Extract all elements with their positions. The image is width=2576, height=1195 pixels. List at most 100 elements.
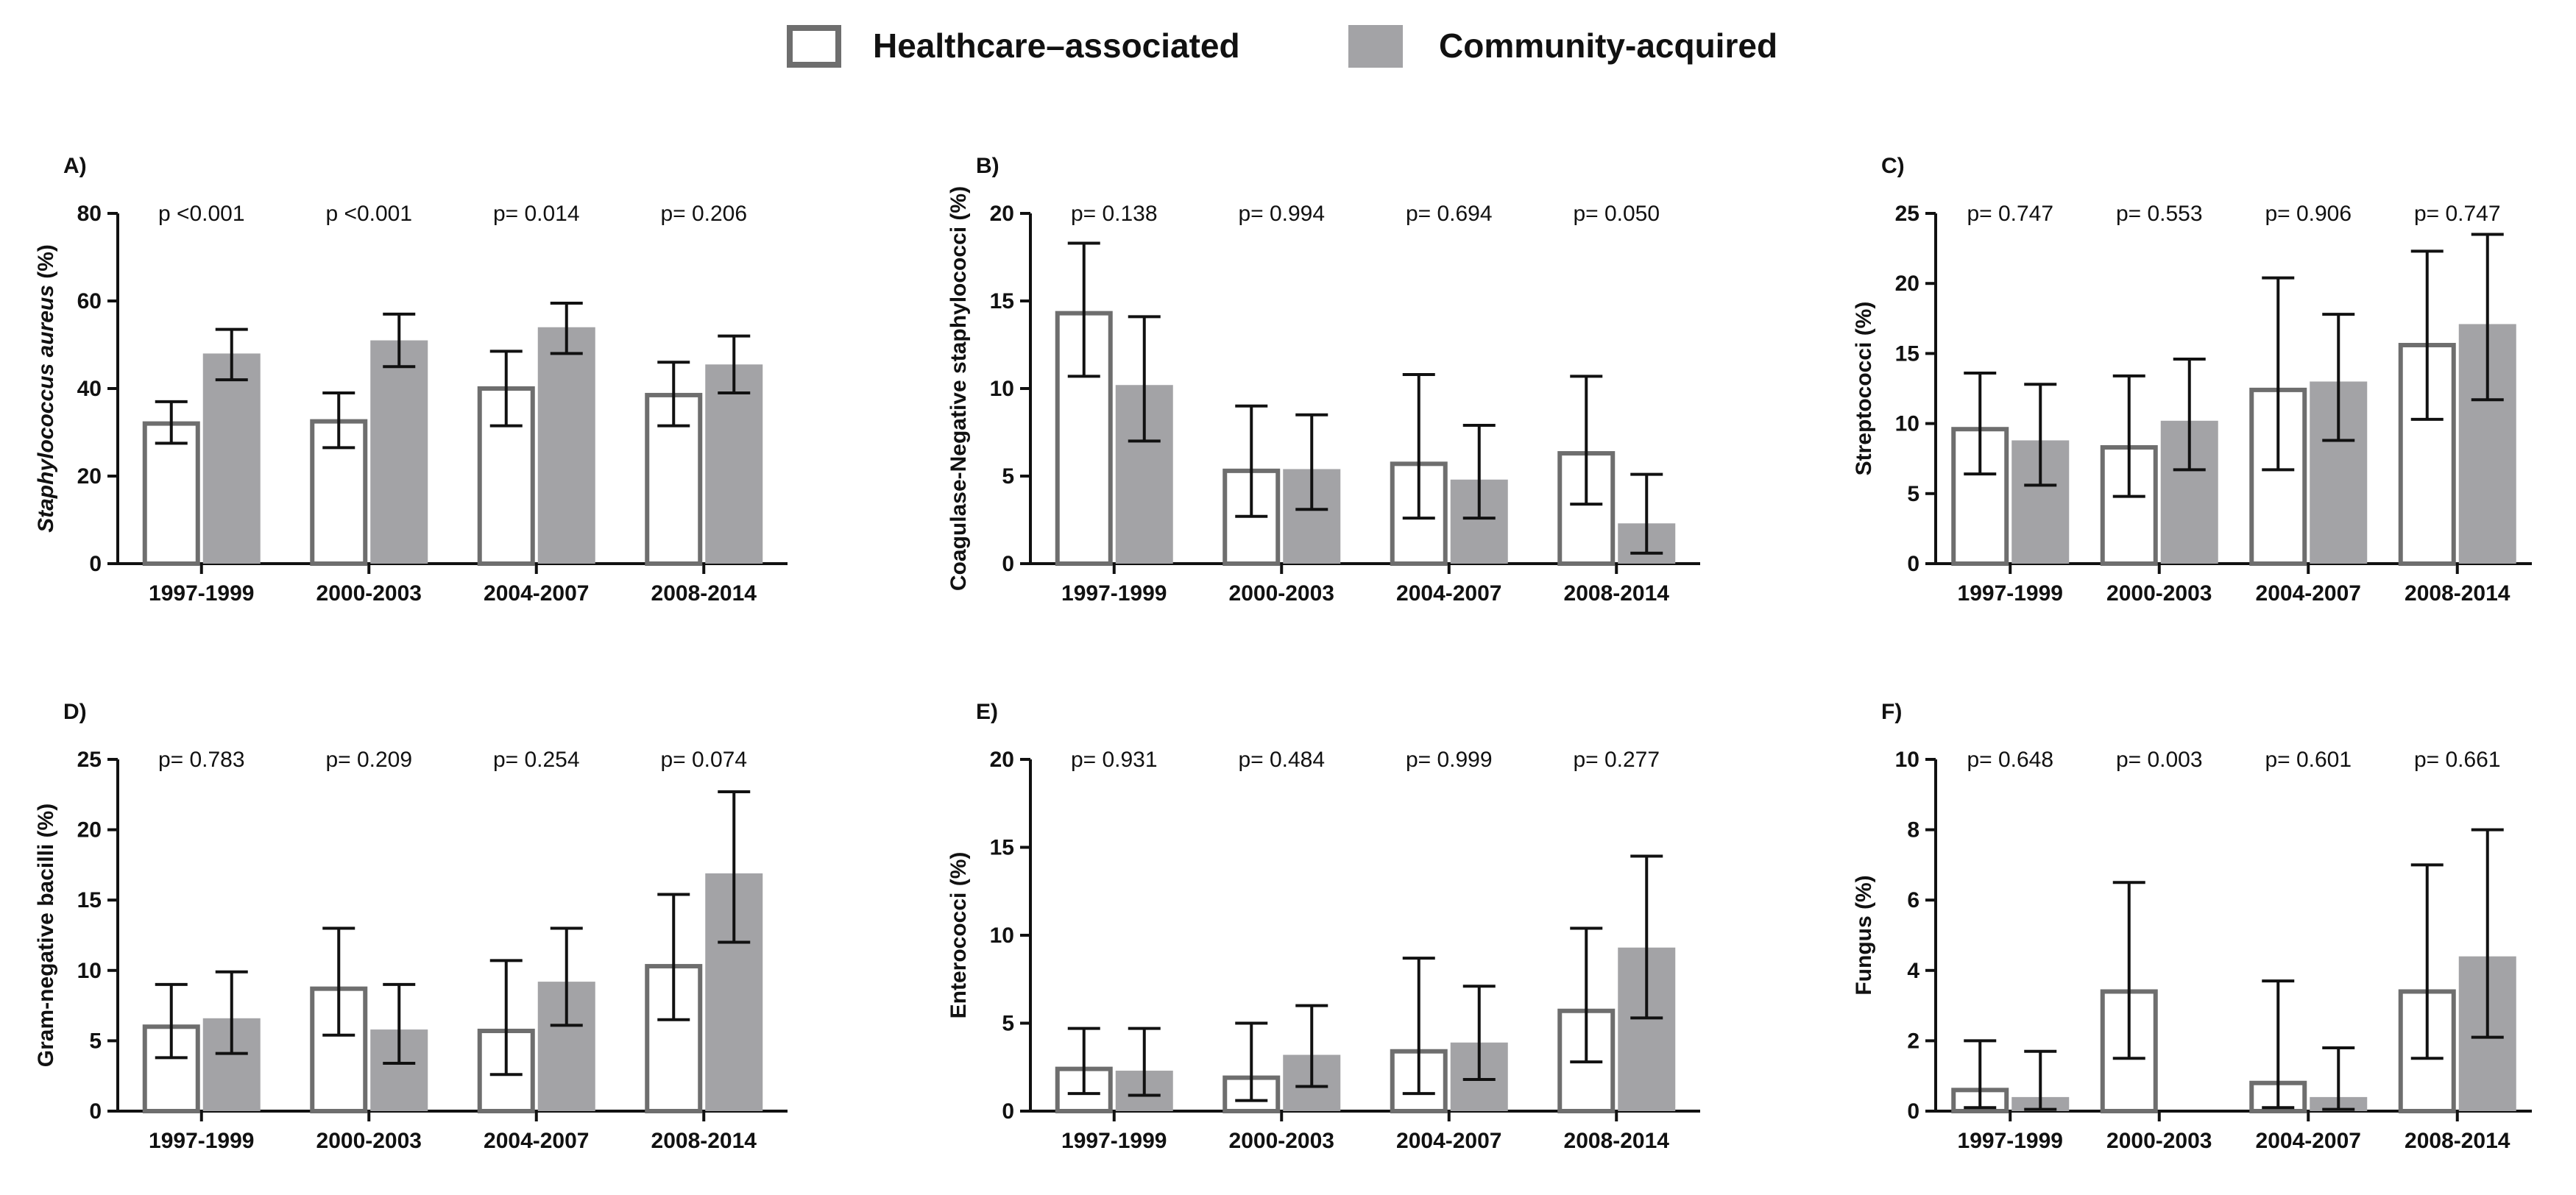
x-tick-label: 2008-2014 [1564,581,1670,606]
x-tick-label: 2008-2014 [651,581,757,606]
x-tick-label: 2000-2003 [2106,1129,2212,1153]
y-tick-label: 0 [1002,552,1014,576]
x-tick-label: 2008-2014 [1564,1129,1670,1153]
p-value-label: p <0.001 [325,202,412,226]
x-tick-label: 2000-2003 [1229,581,1334,606]
x-tick-label: 2004-2007 [484,581,589,606]
y-tick-label: 10 [1895,412,1919,436]
y-tick-label: 5 [1907,482,1919,506]
y-axis-label-unit: (%) [34,244,58,285]
p-value-label: p= 0.074 [660,748,747,772]
y-tick-label: 10 [990,377,1014,401]
p-value-label: p= 0.783 [158,748,245,772]
y-tick-label: 4 [1907,959,1919,983]
y-axis-label: Gram-negative bacilli (%) [34,804,58,1067]
chart-panel-4: D) Gram-negative bacilli (%) 0 5 10 15 20 25 199… [34,700,788,1153]
p-value-label: p= 0.254 [493,748,580,772]
p-value-label: p= 0.553 [2116,202,2203,226]
x-tick-label: 2000-2003 [316,1129,422,1153]
x-tick-label: 2004-2007 [2256,1129,2361,1153]
y-axis-label: Streptococci (%) [1852,302,1876,476]
y-tick-label: 40 [77,377,102,401]
y-tick-label: 2 [1907,1029,1919,1053]
y-axis-label: Fungus (%) [1852,875,1876,995]
p-value-label: p <0.001 [158,202,245,226]
y-tick-label: 10 [77,959,102,983]
bar-healthcare [1222,1075,1281,1113]
x-tick-label: 1997-1999 [1061,1129,1167,1153]
p-value-label: p= 0.648 [1967,748,2053,772]
legend-label-healthcare: Healthcare–associated [873,26,1240,65]
p-value-label: p= 0.277 [1573,748,1660,772]
p-value-label: p= 0.014 [493,202,580,226]
y-tick-label: 0 [89,1099,102,1124]
x-tick-label: 1997-1999 [1958,1129,2063,1153]
y-tick-label: 8 [1907,818,1919,843]
bar-community [705,364,763,564]
p-value-label: p= 0.206 [660,202,747,226]
x-tick-label: 2004-2007 [484,1129,589,1153]
y-tick-label: 10 [990,923,1014,948]
y-tick-label: 0 [1907,552,1919,576]
x-tick-label: 2008-2014 [651,1129,757,1153]
y-tick-label: 80 [77,202,102,226]
y-tick-label: 20 [1895,272,1919,296]
y-tick-label: 25 [77,748,102,772]
y-tick-label: 15 [990,289,1014,313]
p-value-label: p= 0.931 [1071,748,1158,772]
bar-healthcare [142,421,200,566]
p-value-label: p= 0.003 [2116,748,2203,772]
panels: A)Staphylococcus aureus (%)0204060801997… [34,154,2532,1153]
panel-label: E) [976,700,998,724]
bar-community [202,353,261,564]
p-value-label: p= 0.747 [2414,202,2501,226]
y-tick-label: 25 [1895,202,1919,226]
bar-healthcare [477,386,535,566]
chart-panel-6: F) Fungus (%) 0 2 4 6 8 10 1997-1999 p= 0.648 2000… [1852,700,2532,1153]
x-tick-label: 2008-2014 [2405,581,2510,606]
p-value-label: p= 0.138 [1071,202,1158,226]
y-axis-label: Staphylococcus aureus (%) [34,244,58,533]
y-tick-label: 20 [990,748,1014,772]
panel-label: B) [976,154,999,178]
p-value-label: p= 0.994 [1238,202,1325,226]
legend-swatch-community [1348,25,1403,68]
x-tick-label: 2004-2007 [2256,581,2361,606]
x-tick-label: 1997-1999 [1958,581,2063,606]
bar-community [537,327,595,564]
y-tick-label: 5 [1002,1012,1014,1036]
p-value-label: p= 0.747 [1967,202,2053,226]
panel-label: A) [63,154,87,178]
x-tick-label: 2000-2003 [316,581,422,606]
y-tick-label: 20 [77,818,102,843]
y-tick-label: 20 [990,202,1014,226]
y-tick-label: 15 [990,836,1014,860]
x-tick-label: 2008-2014 [2405,1129,2510,1153]
y-axis-label: Enterococci (%) [946,852,971,1019]
bar-community [370,340,428,564]
y-axis-label-italic: Staphylococcus aureus [34,285,58,533]
y-axis-label: Coagulase-Negative staphylococci (%) [946,186,971,591]
x-tick-label: 2000-2003 [1229,1129,1334,1153]
legend-swatch-healthcare [787,25,841,68]
p-value-label: p= 0.050 [1573,202,1660,226]
panel-label: D) [63,700,87,724]
panel-label: C) [1881,154,1905,178]
legend-label-community: Community-acquired [1439,26,1777,65]
x-tick-label: 2000-2003 [2106,581,2212,606]
y-tick-label: 6 [1907,888,1919,912]
x-tick-label: 1997-1999 [149,1129,254,1153]
p-value-label: p= 0.209 [325,748,412,772]
chart-panel-5: E) Enterococci (%) 0 5 10 15 20 1997-1999 p= 0.9… [946,700,1700,1153]
p-value-label: p= 0.694 [1406,202,1493,226]
chart-panel-1: A) Staphylococcus aureus (%) 0 20 40 60 80 1997… [34,154,788,606]
p-value-label: p= 0.601 [2265,748,2352,772]
y-tick-label: 0 [89,552,102,576]
p-value-label: p= 0.999 [1406,748,1493,772]
x-tick-label: 2004-2007 [1396,1129,1501,1153]
chart-panel-3: C) Streptococci (%) 0 5 10 15 20 25 1997-1999 p= … [1852,154,2532,606]
y-tick-label: 5 [89,1029,102,1053]
p-value-label: p= 0.906 [2265,202,2352,226]
p-value-label: p= 0.484 [1238,748,1325,772]
